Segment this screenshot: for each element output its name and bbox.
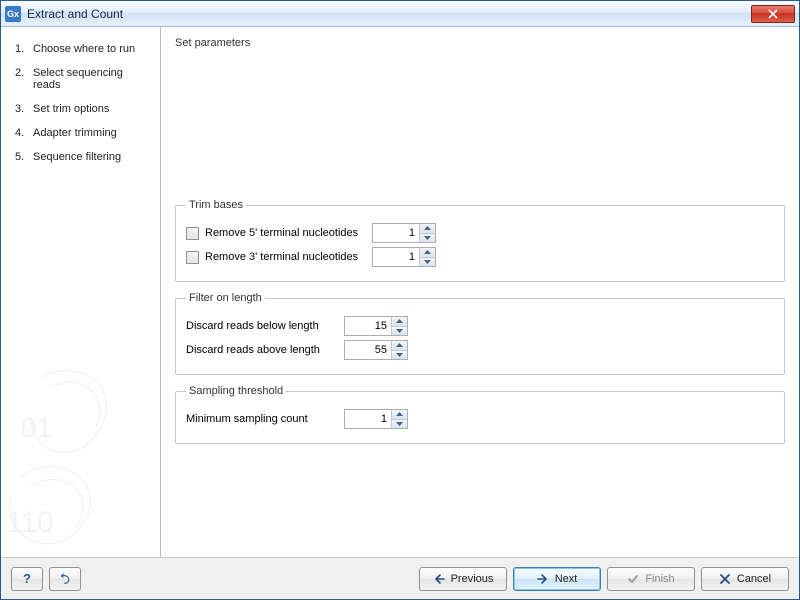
min-sampling-row: Minimum sampling count	[186, 409, 774, 429]
spinner-down-button[interactable]	[392, 327, 407, 336]
group-legend: Trim bases	[186, 199, 246, 211]
remove-3-row: Remove 3' terminal nucleotides	[186, 247, 774, 267]
group-legend: Sampling threshold	[186, 385, 286, 397]
body-area: 1.Choose where to run 2.Select sequencin…	[1, 27, 799, 557]
previous-label: Previous	[451, 573, 494, 585]
remove-5-checkbox[interactable]	[186, 227, 199, 240]
step-item: 3.Set trim options	[9, 97, 152, 121]
spinner-down-button[interactable]	[392, 351, 407, 360]
spinner-up-button[interactable]	[392, 317, 407, 327]
step-item: 5.Sequence filtering	[9, 145, 152, 169]
app-icon: Gx	[5, 6, 21, 22]
cancel-button[interactable]: Cancel	[701, 567, 789, 591]
next-button[interactable]: Next	[513, 567, 601, 591]
next-label: Next	[555, 573, 578, 585]
remove-5-row: Remove 5' terminal nucleotides	[186, 223, 774, 243]
reset-button[interactable]	[49, 567, 81, 591]
window-title: Extract and Count	[27, 7, 123, 21]
arrow-left-icon	[433, 573, 445, 585]
remove-3-input[interactable]	[373, 248, 419, 266]
remove-3-label: Remove 3' terminal nucleotides	[205, 251, 358, 263]
svg-text:01: 01	[21, 412, 52, 443]
above-label: Discard reads above length	[186, 344, 320, 356]
remove-5-input[interactable]	[373, 224, 419, 242]
help-icon: ?	[23, 571, 31, 586]
panel-header: Set parameters	[175, 37, 785, 49]
arrow-right-icon	[537, 573, 549, 585]
above-row: Discard reads above length	[186, 340, 774, 360]
check-icon	[627, 573, 639, 585]
step-item: 2.Select sequencing reads	[9, 61, 152, 97]
min-sampling-label: Minimum sampling count	[186, 413, 308, 425]
min-sampling-spinner[interactable]	[344, 409, 408, 429]
remove-5-label: Remove 5' terminal nucleotides	[205, 227, 358, 239]
window-close-button[interactable]	[751, 5, 795, 23]
step-item: 4.Adapter trimming	[9, 121, 152, 145]
finish-label: Finish	[645, 573, 674, 585]
spinner-up-button[interactable]	[392, 341, 407, 351]
remove-3-spinner[interactable]	[372, 247, 436, 267]
button-bar: ? Previous Next Finish Cancel	[1, 557, 799, 599]
below-input[interactable]	[345, 317, 391, 335]
help-button[interactable]: ?	[11, 567, 43, 591]
titlebar: Gx Extract and Count	[1, 1, 799, 27]
below-spinner[interactable]	[344, 316, 408, 336]
sidebar: 1.Choose where to run 2.Select sequencin…	[1, 27, 161, 557]
spinner-down-button[interactable]	[420, 258, 435, 267]
remove-5-spinner[interactable]	[372, 223, 436, 243]
sampling-threshold-group: Sampling threshold Minimum sampling coun…	[175, 385, 785, 444]
spinner-down-button[interactable]	[392, 420, 407, 429]
group-legend: Filter on length	[186, 292, 265, 304]
spinner-up-button[interactable]	[392, 410, 407, 420]
x-icon	[719, 573, 731, 585]
spinner-down-button[interactable]	[420, 234, 435, 243]
cancel-label: Cancel	[737, 573, 771, 585]
spinner-up-button[interactable]	[420, 248, 435, 258]
previous-button[interactable]: Previous	[419, 567, 507, 591]
remove-3-checkbox[interactable]	[186, 251, 199, 264]
above-input[interactable]	[345, 341, 391, 359]
below-label: Discard reads below length	[186, 320, 319, 332]
trim-bases-group: Trim bases Remove 5' terminal nucleotide…	[175, 199, 785, 282]
finish-button[interactable]: Finish	[607, 567, 695, 591]
filter-length-group: Filter on length Discard reads below len…	[175, 292, 785, 375]
svg-text:110: 110	[6, 506, 54, 539]
main-panel: Set parameters Trim bases Remove 5' term…	[161, 27, 799, 557]
close-icon	[768, 9, 778, 19]
step-list: 1.Choose where to run 2.Select sequencin…	[9, 37, 152, 169]
min-sampling-input[interactable]	[345, 410, 391, 428]
wizard-window: Gx Extract and Count 1.Choose where to r…	[0, 0, 800, 600]
spinner-up-button[interactable]	[420, 224, 435, 234]
above-spinner[interactable]	[344, 340, 408, 360]
undo-arrow-icon	[59, 573, 71, 585]
below-row: Discard reads below length	[186, 316, 774, 336]
decorative-watermark-icon: 01 110	[1, 337, 181, 557]
step-item: 1.Choose where to run	[9, 37, 152, 61]
